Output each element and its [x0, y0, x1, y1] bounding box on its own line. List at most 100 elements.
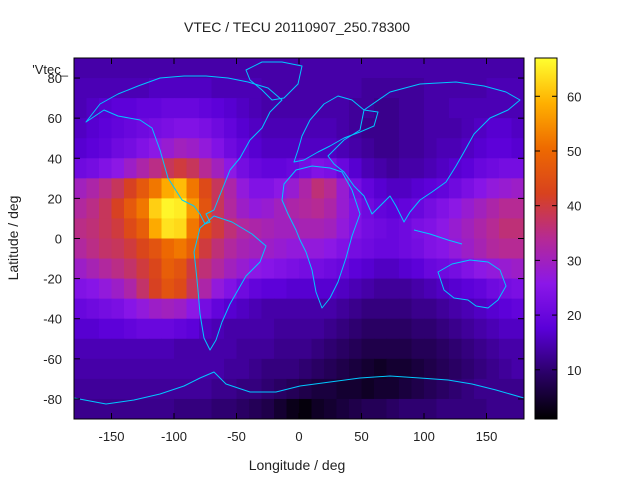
heatmap-cell: [261, 118, 275, 139]
heatmap-cell: [474, 338, 488, 360]
heatmap-cell: [486, 158, 500, 179]
heatmap-cell: [311, 238, 325, 260]
heatmap-cell: [511, 238, 524, 260]
heatmap-cell: [74, 218, 88, 240]
heatmap-cell: [236, 58, 250, 79]
heatmap-cell: [186, 158, 200, 179]
heatmap-cell: [99, 58, 113, 79]
heatmap-cell: [136, 358, 150, 380]
south-america-outline: [193, 215, 267, 351]
heatmap-cell: [299, 58, 313, 79]
heatmap-cell: [136, 378, 150, 400]
y-tick-label: -60: [43, 352, 62, 367]
heatmap-cell: [311, 98, 325, 119]
heatmap-cell: [74, 78, 88, 99]
heatmap-cell: [349, 318, 363, 340]
heatmap-cell: [336, 338, 350, 360]
heatmap-cell: [86, 398, 100, 419]
heatmap-cell: [274, 178, 288, 199]
heatmap-cell: [261, 358, 275, 380]
heatmap-cell: [211, 298, 225, 320]
heatmap-cell: [261, 378, 275, 400]
heatmap-cell: [411, 98, 425, 119]
heatmap-cell: [311, 338, 325, 360]
heatmap-cell: [486, 118, 500, 139]
heatmap-cell: [374, 258, 388, 280]
heatmap-cell: [449, 98, 463, 119]
heatmap-cell: [249, 378, 263, 400]
heatmap-cell: [436, 218, 450, 240]
heatmap-cell: [311, 298, 325, 320]
heatmap-cell: [211, 258, 225, 280]
heatmap-cell: [211, 318, 225, 340]
heatmap-cell: [474, 358, 488, 380]
heatmap-cell: [336, 198, 350, 220]
heatmap-cell: [449, 398, 463, 419]
heatmap-cell: [499, 278, 513, 300]
heatmap-cell: [386, 78, 400, 99]
heatmap-cell: [374, 58, 388, 79]
africa-outline: [281, 165, 361, 309]
heatmap-cell: [261, 278, 275, 300]
heatmap-cell: [499, 78, 513, 99]
heatmap-cell: [186, 198, 200, 220]
y-tick-label: -80: [43, 392, 62, 407]
heatmap-cell: [324, 118, 338, 139]
heatmap-cell: [374, 78, 388, 99]
heatmap-cell: [249, 118, 263, 139]
heatmap-cell: [149, 318, 163, 340]
heatmap-cell: [474, 398, 488, 419]
heatmap-cell: [361, 338, 375, 360]
heatmap-cell: [86, 78, 100, 99]
heatmap-cell: [474, 138, 488, 159]
heatmap-cell: [149, 78, 163, 99]
heatmap-cell: [86, 238, 100, 260]
heatmap-cell: [386, 338, 400, 360]
heatmap-cell: [186, 338, 200, 360]
heatmap-cell: [124, 278, 138, 300]
heatmap-cell: [336, 278, 350, 300]
heatmap-cell: [199, 218, 213, 240]
heatmap-cell: [124, 78, 138, 99]
heatmap-cell: [74, 138, 88, 159]
heatmap-cell: [399, 318, 413, 340]
heatmap-cell: [324, 278, 338, 300]
heatmap-cell: [249, 318, 263, 340]
heatmap-cell: [236, 158, 250, 179]
heatmap-cell: [286, 118, 300, 139]
heatmap-cell: [286, 278, 300, 300]
heatmap-cell: [336, 138, 350, 159]
heatmap-cell: [74, 278, 88, 300]
heatmap-cell: [124, 118, 138, 139]
y-tick-label: 60: [48, 111, 62, 126]
heatmap-cell: [99, 118, 113, 139]
heatmap-cell: [511, 198, 524, 220]
heatmap-cell: [336, 298, 350, 320]
heatmap-cell: [261, 158, 275, 179]
heatmap-cell: [499, 98, 513, 119]
heatmap-cell: [286, 378, 300, 400]
y-tick-label: -20: [43, 272, 62, 287]
heatmap-cell: [424, 258, 438, 280]
heatmap-cell: [499, 238, 513, 260]
heatmap-cell: [324, 378, 338, 400]
heatmap-cell: [136, 118, 150, 139]
heatmap-cell: [211, 358, 225, 380]
heatmap-cell: [336, 98, 350, 119]
heatmap-cell: [374, 298, 388, 320]
heatmap-cell: [249, 358, 263, 380]
heatmap-cell: [374, 378, 388, 400]
heatmap-cell: [261, 138, 275, 159]
heatmap-cell: [436, 198, 450, 220]
heatmap-cell: [349, 358, 363, 380]
heatmap-cell: [186, 218, 200, 240]
heatmap-cell: [349, 378, 363, 400]
heatmap-cell: [111, 138, 125, 159]
chart-title: VTEC / TECU 20110907_250.78300: [184, 19, 410, 35]
y-axis-ticks: -80 -60 -40 -20 0 20 40 60 80: [43, 71, 524, 407]
heatmap-cell: [286, 58, 300, 79]
heatmap-cell: [486, 218, 500, 240]
heatmap-cell: [361, 198, 375, 220]
heatmap-cell: [411, 258, 425, 280]
heatmap-cell: [399, 238, 413, 260]
